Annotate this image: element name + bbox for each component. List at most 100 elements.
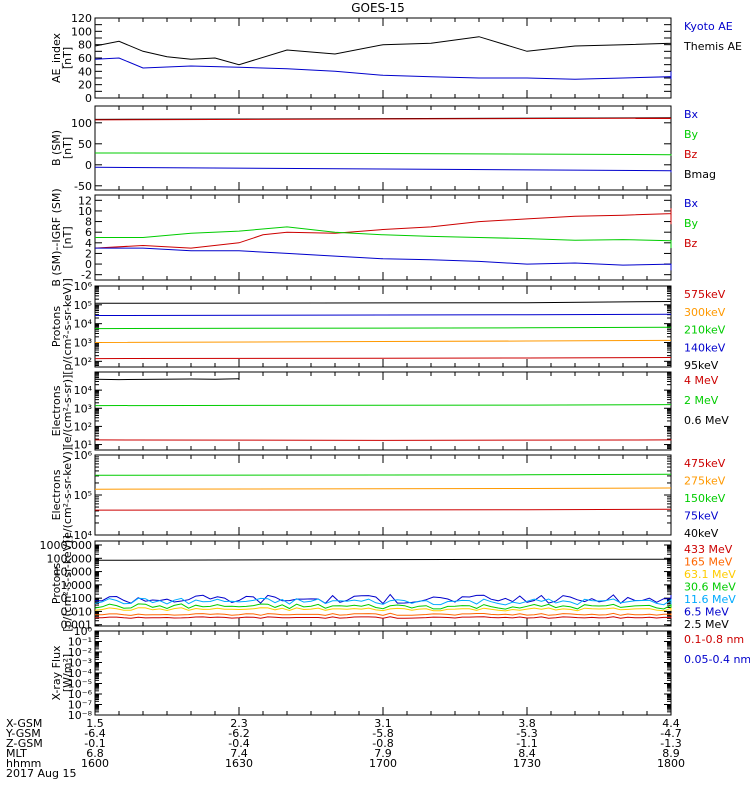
y-tick-label: 100 (71, 117, 92, 130)
legend-entry: 11.6 MeV (684, 593, 736, 606)
y-tick-label: 80 (78, 39, 92, 52)
panel-frame (94, 194, 672, 281)
panel-frame (94, 285, 672, 368)
legend-entry: 140keV (684, 341, 726, 354)
legend-entry: 275keV (684, 475, 726, 488)
series-line (94, 597, 672, 606)
y-tick-label: 10⁻⁸ (68, 709, 93, 722)
panel-xray: 10⁻⁸10⁻⁷10⁻⁶10⁻⁵10⁻⁴10⁻³10⁻²10⁻¹10⁰X-ray… (50, 625, 750, 722)
series-line (94, 117, 672, 121)
panel-frame (94, 630, 672, 716)
x-tick-label: 3.1 (374, 717, 392, 730)
x-row-label: MLT (6, 747, 27, 760)
y-tick-label: 10⁰ (74, 625, 93, 638)
y-tick-label: 8 (85, 216, 92, 229)
legend-entry: Kyoto AE (684, 20, 733, 33)
y-tick-label: 10.000 (54, 566, 93, 579)
x-row-label: Z-GSM (6, 737, 43, 750)
y-axis-label-line: B (SM) (50, 130, 63, 166)
y-tick-label: -2 (81, 269, 92, 282)
y-tick-label: 1000.000 (40, 539, 93, 552)
y-tick-label: 10⁴ (74, 318, 93, 331)
series-line (94, 301, 672, 304)
y-tick-label: 0 (85, 258, 92, 271)
x-tick-label: 1600 (81, 757, 109, 770)
x-tick-label: 4.4 (662, 717, 680, 730)
series-line (94, 487, 672, 490)
y-axis-label-line: Protons (50, 306, 63, 347)
x-row-label: hhmm (6, 757, 41, 770)
series-line (94, 166, 672, 173)
y-tick-label: 10⁶ (74, 280, 93, 293)
legend-entry: 4 MeV (684, 374, 719, 387)
y-tick-label: 0.010 (61, 605, 93, 618)
y-tick-label: 0.100 (61, 592, 93, 605)
series-line (94, 18, 672, 66)
x-tick-label: -5.3 (516, 727, 537, 740)
y-tick-label: 10³ (74, 336, 92, 349)
y-tick-label: 10⁵ (74, 299, 92, 312)
x-tick-label: 7.4 (230, 747, 248, 760)
series-line (94, 603, 672, 610)
y-tick-label: 12 (78, 194, 92, 207)
legend-entry: 75keV (684, 510, 719, 523)
legend-entry: Bz (684, 148, 698, 161)
legend-entry: 30.6 MeV (684, 581, 736, 594)
legend-entry: 0.6 MeV (684, 414, 729, 427)
x-tick-label: 2.3 (230, 717, 248, 730)
y-tick-label: 10⁻¹ (68, 636, 92, 649)
legend-entry: 6.5 MeV (684, 606, 729, 619)
series-line (94, 357, 672, 360)
series-line (95, 226, 672, 249)
x-tick-label: -6.4 (84, 727, 105, 740)
x-tick-label: -5.8 (372, 727, 393, 740)
y-tick-label: 10 (78, 205, 92, 218)
y-tick-label: 10⁻² (68, 646, 92, 659)
legend-entry: 210keV (684, 324, 726, 337)
series-line (95, 612, 672, 616)
y-tick-label: 10¹ (74, 439, 92, 452)
y-tick-label: 10³ (74, 402, 92, 415)
y-axis-label-line: AE_index (50, 32, 63, 83)
legend-entry: 95keV (684, 359, 719, 372)
y-axis-label-line: B (SM)--IGRF (SM) (50, 188, 63, 286)
legend-entry: 300keV (684, 306, 726, 319)
series-line (95, 247, 672, 271)
y-tick-label: 10⁶ (74, 449, 93, 462)
series-line (94, 593, 672, 605)
legend-entry: 165 MeV (684, 556, 733, 569)
series-line (94, 404, 672, 407)
x-tick-label: -4.7 (660, 727, 681, 740)
legend-entry: Themis AE (683, 40, 742, 53)
y-axis-label-line: [nT] (61, 137, 74, 159)
y-tick-label: 10⁻⁴ (68, 667, 93, 680)
y-axis-label-line: [nT] (61, 226, 74, 248)
y-axis-label-line: X-ray Flux (50, 645, 63, 701)
legend-entry: Bmag (684, 168, 716, 181)
y-axis-label: B (SM)--IGRF (SM)[nT] (50, 188, 74, 286)
y-tick-label: 0 (85, 159, 92, 172)
x-tick-label: -0.8 (372, 737, 393, 750)
y-axis-label-line: Protons (50, 563, 63, 604)
y-axis-label-line: [e/(cm²-s-sr)] (61, 375, 74, 448)
x-tick-label: 1.5 (86, 717, 104, 730)
legend-entry: Bx (684, 197, 699, 210)
x-tick-label: 1630 (225, 757, 253, 770)
x-row-label: X-GSM (6, 717, 42, 730)
x-tick-label: 1730 (513, 757, 541, 770)
series-line (94, 326, 672, 330)
y-axis-label-line: [W/m²] (61, 654, 74, 692)
x-tick-label: -1.1 (516, 737, 537, 750)
x-tick-label: 3.8 (518, 717, 536, 730)
x-row-label: 2017 Aug 15 (6, 767, 76, 780)
legend-entry: 0.05-0.4 nm (684, 653, 750, 666)
panel-frame (94, 454, 672, 536)
x-tick-label: 1700 (369, 757, 397, 770)
x-tick-label: -1.3 (660, 737, 681, 750)
series-line (94, 208, 672, 249)
series-line (94, 558, 672, 561)
